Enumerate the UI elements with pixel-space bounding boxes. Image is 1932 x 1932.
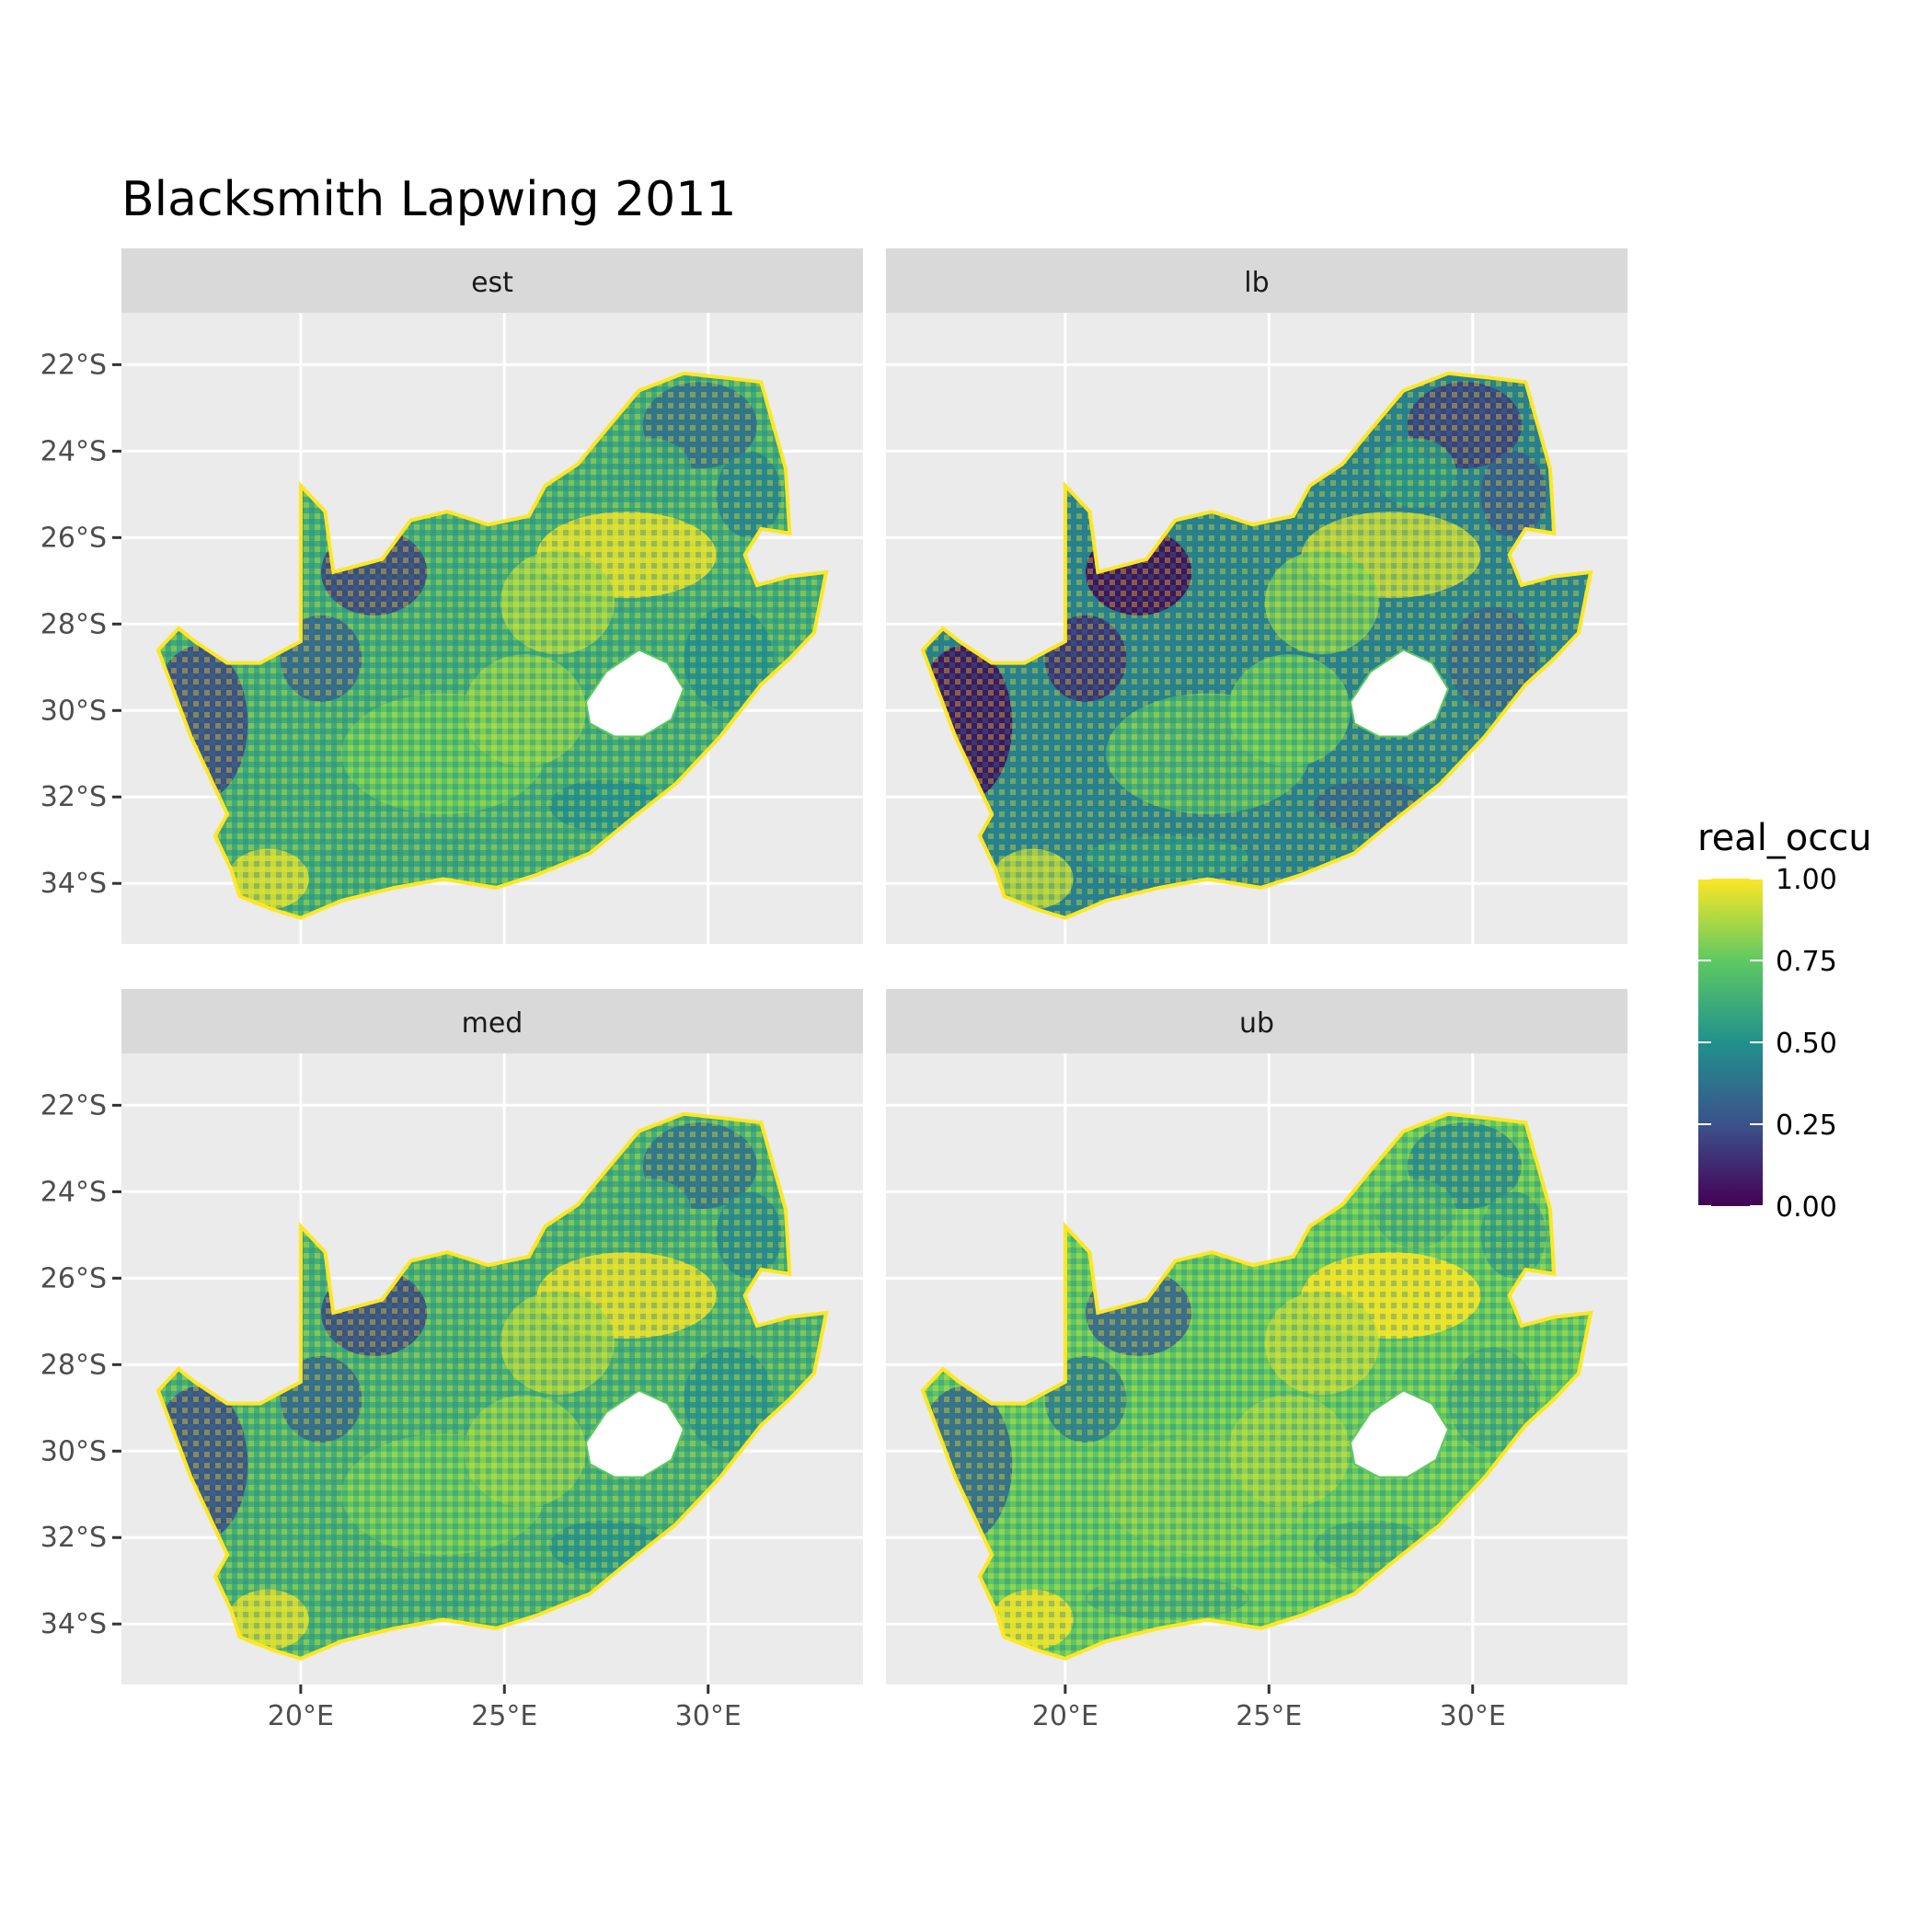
y-tick-label: 26°S bbox=[40, 522, 107, 554]
occupancy-texture bbox=[922, 1113, 1592, 1659]
occupancy-texture bbox=[922, 373, 1592, 918]
x-tick-label: 30°E bbox=[1440, 1700, 1506, 1732]
x-tick-label: 25°E bbox=[471, 1700, 537, 1732]
colorbar-ticks: 1.00 0.75 0.50 0.25 0.00 bbox=[1698, 864, 1837, 1224]
y-tick-label: 24°S bbox=[40, 435, 107, 467]
facet-strip bbox=[886, 248, 1627, 313]
facet-panel-med: med 22°S 24°S 26°S 28°S 30°S 32°S 34°S 20°E 25°E 3… bbox=[40, 989, 863, 1732]
colorbar-tick-label: 0.75 bbox=[1776, 946, 1837, 978]
x-tick-label: 25°E bbox=[1236, 1700, 1302, 1732]
y-tick-label: 24°S bbox=[40, 1176, 107, 1208]
x-tick-label: 20°E bbox=[268, 1700, 334, 1732]
colorbar-tick-label: 0.50 bbox=[1776, 1028, 1837, 1060]
y-tick-label: 32°S bbox=[40, 1522, 107, 1554]
colorbar-tick-label: 1.00 bbox=[1776, 864, 1837, 896]
occupancy-texture bbox=[157, 1113, 827, 1659]
facet-strip bbox=[886, 989, 1627, 1053]
occupancy-texture bbox=[157, 373, 827, 918]
x-tick-label: 20°E bbox=[1032, 1700, 1098, 1732]
y-tick-label: 22°S bbox=[40, 1089, 107, 1121]
x-tick-label: 30°E bbox=[675, 1700, 742, 1732]
y-tick-label: 32°S bbox=[40, 781, 107, 813]
lesotho-gap bbox=[584, 649, 685, 738]
colorbar-legend: real_occu 1.00 0.75 0.50 0.25 0.00 bbox=[1697, 817, 1872, 1224]
y-tick-label: 28°S bbox=[40, 1349, 107, 1381]
colorbar-tick-label: 0.25 bbox=[1776, 1110, 1837, 1142]
y-tick-label: 28°S bbox=[40, 608, 107, 640]
facet-strip-label: ub bbox=[1239, 1007, 1274, 1040]
y-tick-label: 22°S bbox=[40, 349, 107, 381]
facet-strip bbox=[121, 248, 863, 313]
lesotho-gap bbox=[1349, 1389, 1450, 1478]
coast-outline bbox=[155, 1111, 829, 1661]
y-tick-label: 30°S bbox=[40, 695, 107, 727]
facet-strip bbox=[121, 989, 863, 1053]
facet-strip-label: lb bbox=[1244, 267, 1269, 299]
facet-strip-label: est bbox=[471, 267, 513, 299]
facet-panel-lb: lb bbox=[886, 248, 1627, 944]
plot-title: Blacksmith Lapwing 2011 bbox=[121, 172, 736, 227]
facet-panels: est 22°S 24°S 26°S 28°S 30°S 32°S 34°S lb med 22°S… bbox=[40, 248, 1627, 1732]
colorbar-tick-label: 0.00 bbox=[1776, 1191, 1837, 1224]
coast-outline bbox=[155, 371, 829, 920]
facet-panel-est: est 22°S 24°S 26°S 28°S 30°S 32°S 34°S bbox=[40, 248, 863, 944]
facet-strip-label: med bbox=[462, 1007, 523, 1040]
coast-outline bbox=[920, 371, 1593, 920]
facet-panel-ub: ub 20°E 25°E 30°E bbox=[886, 989, 1627, 1732]
y-tick-label: 34°S bbox=[40, 868, 107, 900]
coast-outline bbox=[920, 1111, 1593, 1661]
occupancy-map bbox=[922, 373, 1592, 918]
y-tick-label: 34°S bbox=[40, 1608, 107, 1640]
occupancy-map bbox=[922, 1113, 1592, 1659]
legend-title: real_occu bbox=[1697, 817, 1872, 859]
y-tick-label: 30°S bbox=[40, 1435, 107, 1467]
y-tick-label: 26°S bbox=[40, 1262, 107, 1294]
occupancy-map bbox=[157, 373, 827, 918]
lesotho-gap bbox=[584, 1389, 685, 1478]
lesotho-gap bbox=[1349, 649, 1450, 738]
